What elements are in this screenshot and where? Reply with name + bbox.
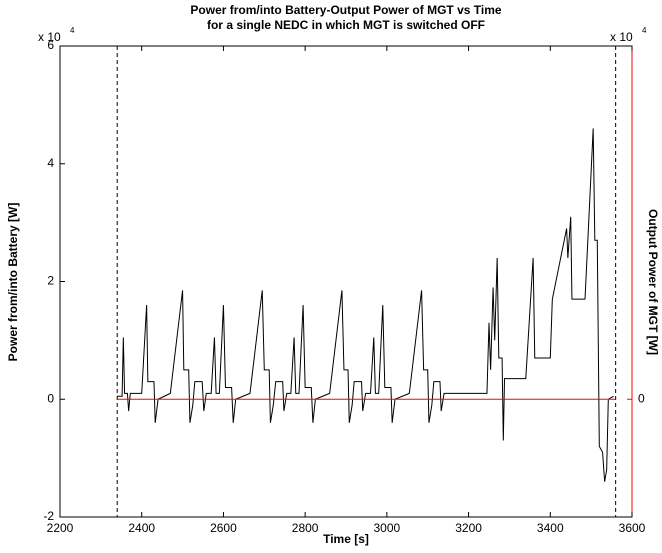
y-multiplier-power: 4 (70, 26, 75, 35)
y-multiplier: x 10 (38, 30, 61, 44)
y-tick-label: 0 (47, 391, 54, 405)
x-tick-label: 3200 (455, 521, 482, 535)
y2-tick-label: 0 (638, 391, 645, 405)
y-tick-label: -2 (43, 509, 54, 523)
chart-title: Power from/into Battery-Output Power of … (190, 3, 501, 17)
plot-area (59, 45, 633, 518)
y-axis-label: Power from/into Battery [W] (6, 203, 20, 362)
y-tick-label: 4 (47, 156, 54, 170)
y2-axis-label: Output Power of MGT [W] (646, 209, 660, 355)
x-tick-label: 2800 (292, 521, 319, 535)
x-tick-label: 2200 (47, 521, 74, 535)
x-axis-label: Time [s] (323, 532, 369, 546)
x-tick-label: 3600 (619, 521, 646, 535)
y2-multiplier: x 10 (610, 30, 633, 44)
x-tick-label: 3400 (537, 521, 564, 535)
series-line (117, 128, 614, 482)
x-tick-label: 2400 (128, 521, 155, 535)
chart-subtitle: for a single NEDC in which MGT is switch… (207, 18, 485, 32)
x-tick-label: 2600 (210, 521, 237, 535)
y-tick-label: 2 (47, 274, 54, 288)
y-tick-label: 6 (47, 38, 54, 52)
x-tick-label: 3000 (374, 521, 401, 535)
y2-multiplier-power: 4 (642, 26, 647, 35)
